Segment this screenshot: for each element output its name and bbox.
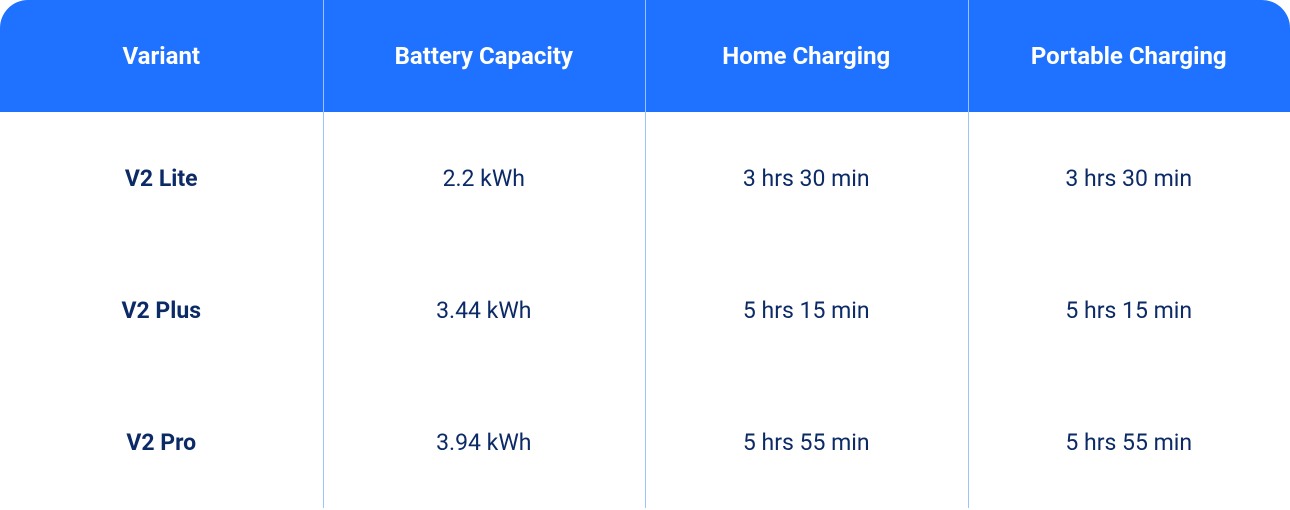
table-row: V2 Pro 3.94 kWh 5 hrs 55 min 5 hrs 55 mi…: [0, 376, 1290, 508]
cell-portable-charging: 5 hrs 15 min: [968, 244, 1290, 376]
cell-battery-capacity: 2.2 kWh: [323, 112, 646, 244]
cell-variant: V2 Plus: [0, 244, 323, 376]
cell-portable-charging: 3 hrs 30 min: [968, 112, 1290, 244]
table-row: V2 Lite 2.2 kWh 3 hrs 30 min 3 hrs 30 mi…: [0, 112, 1290, 244]
table-header-row: Variant Battery Capacity Home Charging P…: [0, 0, 1290, 112]
cell-home-charging: 3 hrs 30 min: [645, 112, 968, 244]
table-row: V2 Plus 3.44 kWh 5 hrs 15 min 5 hrs 15 m…: [0, 244, 1290, 376]
cell-battery-capacity: 3.94 kWh: [323, 376, 646, 508]
col-header-variant: Variant: [0, 0, 323, 112]
col-header-home-charging: Home Charging: [645, 0, 968, 112]
cell-home-charging: 5 hrs 15 min: [645, 244, 968, 376]
cell-battery-capacity: 3.44 kWh: [323, 244, 646, 376]
cell-home-charging: 5 hrs 55 min: [645, 376, 968, 508]
charging-spec-table: Variant Battery Capacity Home Charging P…: [0, 0, 1290, 510]
cell-variant: V2 Lite: [0, 112, 323, 244]
cell-portable-charging: 5 hrs 55 min: [968, 376, 1290, 508]
col-header-battery-capacity: Battery Capacity: [323, 0, 646, 112]
cell-variant: V2 Pro: [0, 376, 323, 508]
table-body: V2 Lite 2.2 kWh 3 hrs 30 min 3 hrs 30 mi…: [0, 112, 1290, 508]
col-header-portable-charging: Portable Charging: [968, 0, 1290, 112]
